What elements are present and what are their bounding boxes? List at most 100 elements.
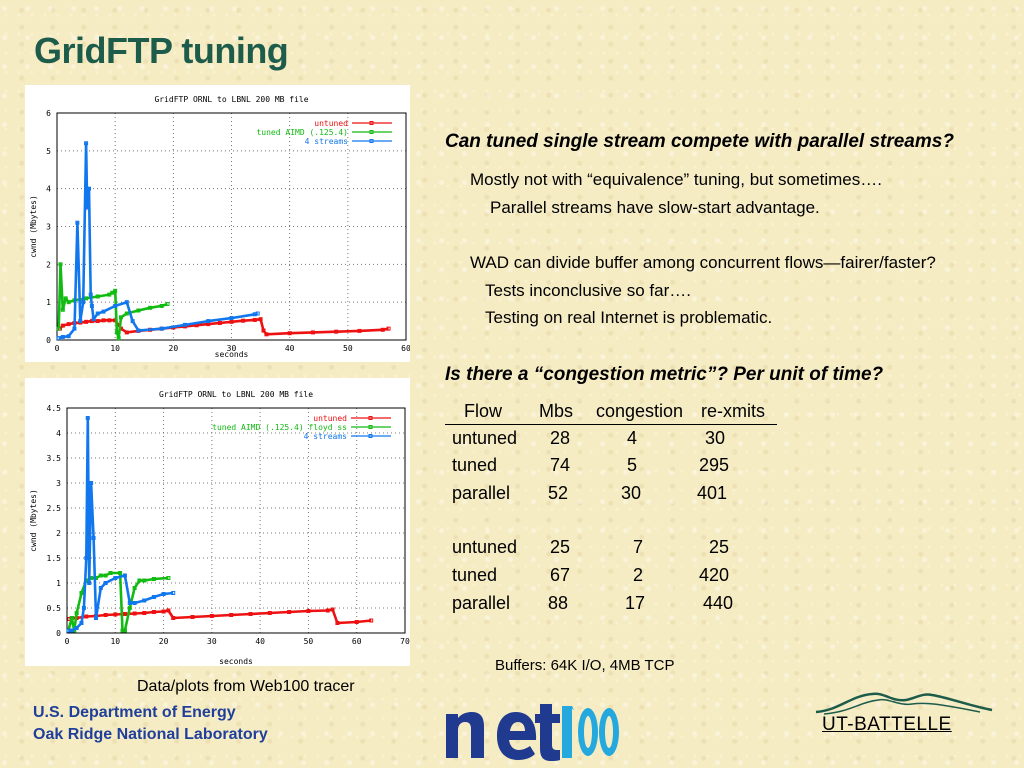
data-point <box>85 416 90 420</box>
data-point <box>267 611 272 615</box>
data-point <box>81 606 86 610</box>
data-point <box>91 536 96 540</box>
table-cell: untuned <box>452 537 518 557</box>
data-point <box>159 303 164 308</box>
answer-line: Parallel streams have slow-start advanta… <box>490 198 820 217</box>
table-cell: parallel <box>452 483 511 503</box>
table-header: Mbs <box>539 401 574 421</box>
table-header-rule <box>445 424 777 425</box>
data-point <box>142 611 147 615</box>
data-point <box>113 288 118 293</box>
y-tick-label: 3 <box>46 223 51 232</box>
data-point <box>60 334 65 339</box>
data-point <box>357 328 362 333</box>
plot-caption: Data/plots from Web100 tracer <box>137 678 355 695</box>
data-point <box>386 326 391 331</box>
y-axis-label: cwnd (Mbytes) <box>29 489 38 552</box>
table-cell: parallel <box>452 593 511 613</box>
data-point <box>354 620 359 624</box>
data-point <box>103 573 108 578</box>
data-point <box>95 319 100 324</box>
table-cell: untuned <box>452 428 518 448</box>
legend-marker <box>368 416 373 420</box>
data-point <box>330 607 335 612</box>
data-point <box>229 316 234 321</box>
table-cell: 28 <box>550 428 571 448</box>
y-tick-label: 5 <box>46 147 51 156</box>
ut-battelle-mountain-icon <box>815 692 993 715</box>
buffers-note: Buffers: 64K I/O, 4MB TCP <box>495 657 675 674</box>
data-point <box>165 302 170 307</box>
chart-title: GridFTP ORNL to LBNL 200 MB file <box>159 390 313 399</box>
y-tick-label: 1 <box>56 579 61 588</box>
y-axis-label: cwnd (Mbytes) <box>29 195 38 258</box>
data-point <box>171 591 176 595</box>
data-point <box>84 141 89 146</box>
data-point <box>137 578 142 583</box>
data-point <box>241 318 246 323</box>
x-tick-label: 60 <box>401 344 410 353</box>
data-point <box>118 315 123 320</box>
x-tick-label: 50 <box>343 344 353 353</box>
table-cell: 30 <box>621 483 642 503</box>
data-point <box>60 323 65 328</box>
data-point <box>101 318 106 323</box>
table-cell: 67 <box>550 565 571 585</box>
data-point <box>161 609 166 614</box>
data-point <box>148 305 153 310</box>
data-point <box>74 611 79 615</box>
table-cell: 420 <box>699 565 730 585</box>
y-tick-label: 2 <box>46 260 51 269</box>
legend-label: untuned <box>313 414 347 423</box>
data-point <box>325 608 330 613</box>
y-tick-label: 0.5 <box>47 604 62 613</box>
data-point <box>124 311 129 316</box>
data-point <box>107 318 112 323</box>
legend-marker <box>368 425 373 429</box>
data-point <box>81 300 86 305</box>
y-tick-label: 1.5 <box>47 554 62 563</box>
data-point <box>369 618 374 623</box>
data-point <box>113 576 118 580</box>
chart-title: GridFTP ORNL to LBNL 200 MB file <box>154 95 308 104</box>
legend-label: tuned AIMD (.125.4) <box>256 128 348 137</box>
answer-line: Testing on real Internet is problematic. <box>485 308 773 327</box>
data-point <box>334 329 339 334</box>
data-point <box>132 601 137 605</box>
data-point <box>335 621 340 625</box>
data-point <box>103 581 108 585</box>
plot-border <box>66 407 406 634</box>
data-point <box>136 308 141 313</box>
data-point <box>116 336 121 341</box>
table-cell: 17 <box>625 593 646 613</box>
table-cell: 25 <box>709 537 730 557</box>
y-tick-label: 4 <box>56 429 61 438</box>
data-point <box>122 573 127 578</box>
data-point <box>78 319 83 324</box>
legend-label: untuned <box>314 119 348 128</box>
data-point <box>98 586 103 590</box>
y-tick-label: 3 <box>56 479 61 488</box>
data-point <box>261 328 266 333</box>
data-point <box>66 300 71 305</box>
data-point <box>118 571 123 575</box>
data-point <box>103 613 108 617</box>
data-point <box>113 303 118 308</box>
data-point <box>166 576 171 580</box>
table-cell: 88 <box>548 593 569 613</box>
data-point <box>209 614 214 618</box>
net100-logo <box>446 704 619 761</box>
data-point <box>113 612 118 617</box>
data-point <box>89 481 94 485</box>
data-point <box>75 220 80 225</box>
x-tick-label: 10 <box>110 344 120 353</box>
data-point <box>182 322 187 327</box>
y-tick-label: 4 <box>46 185 51 194</box>
answer-line: WAD can divide buffer among concurrent f… <box>470 253 936 272</box>
data-point <box>190 615 195 619</box>
series-line-2 <box>57 263 168 340</box>
data-point <box>306 609 311 613</box>
table-cell: 440 <box>703 593 734 613</box>
legend-label: 4 streams <box>304 432 348 441</box>
